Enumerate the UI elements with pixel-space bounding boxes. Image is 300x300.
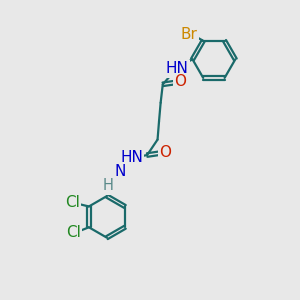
Text: O: O [159, 145, 171, 160]
Text: HN: HN [120, 150, 143, 165]
Text: Br: Br [181, 27, 198, 42]
Text: N: N [115, 164, 126, 179]
Text: H: H [103, 178, 114, 194]
Text: Cl: Cl [65, 195, 80, 210]
Text: Cl: Cl [66, 225, 81, 240]
Text: O: O [175, 74, 187, 89]
Text: HN: HN [166, 61, 188, 76]
